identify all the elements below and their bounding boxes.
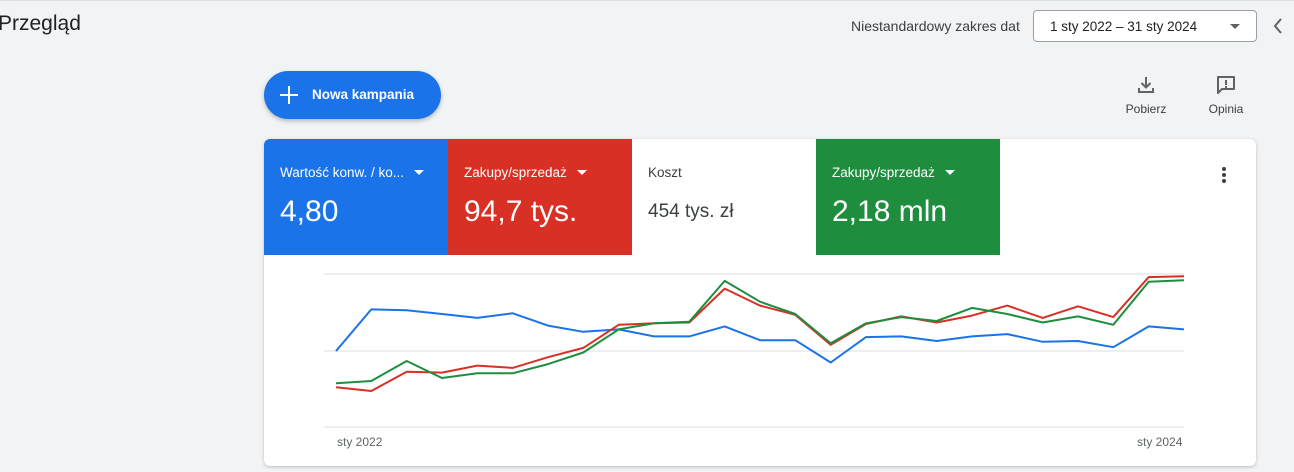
date-range-label: Niestandardowy zakres dat (851, 18, 1020, 34)
new-campaign-button[interactable]: Nowa kampania (264, 71, 441, 119)
new-campaign-label: Nowa kampania (312, 87, 415, 102)
feedback-label: Opinia (1208, 102, 1244, 116)
series-line-0 (335, 308, 1185, 364)
scorecard-value: 94,7 tys. (464, 195, 578, 228)
more-options-button[interactable] (1214, 163, 1234, 187)
page-title: Przegląd (0, 12, 81, 35)
scorecard-purchases-sales-value[interactable]: Zakupy/sprzedaż 2,18 mln (816, 139, 1000, 255)
x-axis-start-label: sty 2022 (337, 435, 383, 449)
scorecard-label: Zakupy/sprzedaż (832, 165, 955, 180)
scorecard-label: Zakupy/sprzedaż (464, 165, 587, 180)
collapse-panel-button[interactable] (1268, 14, 1288, 38)
scorecard-value: 4,80 (280, 195, 339, 228)
scorecard-cost[interactable]: Koszt 454 tys. zł (632, 139, 816, 255)
scorecard-label: Wartość konw. / ko... (280, 165, 425, 180)
more-vert-dot (1222, 179, 1226, 183)
dropdown-arrow-icon (414, 170, 425, 175)
feedback-icon (1217, 76, 1235, 94)
download-icon (1138, 77, 1154, 93)
overview-chart-card: Wartość konw. / ko... 4,80 Zakupy/sprzed… (264, 139, 1256, 466)
series-line-2 (335, 279, 1185, 385)
x-axis-end-label: sty 2024 (1137, 435, 1183, 449)
top-divider (0, 0, 1294, 1)
chevron-down-icon (1230, 24, 1240, 29)
scorecard-conv-value-per-cost[interactable]: Wartość konw. / ko... 4,80 (264, 139, 448, 255)
dropdown-arrow-icon (576, 170, 587, 175)
download-label: Pobierz (1125, 102, 1167, 116)
more-vert-dot (1222, 167, 1226, 171)
scorecard-label-text: Koszt (648, 165, 682, 180)
more-vert-dot (1222, 173, 1226, 177)
chevron-left-icon (1273, 18, 1282, 34)
scorecard-label-text: Wartość konw. / ko... (280, 165, 405, 180)
date-range-selector[interactable]: 1 sty 2022 – 31 sty 2024 (1033, 10, 1257, 42)
series-line-1 (335, 275, 1185, 392)
scorecard-purchases-sales[interactable]: Zakupy/sprzedaż 94,7 tys. (448, 139, 632, 255)
scorecard-label-text: Zakupy/sprzedaż (832, 165, 935, 180)
line-chart (324, 273, 1185, 428)
date-range-value: 1 sty 2022 – 31 sty 2024 (1050, 18, 1198, 34)
scorecard-value: 454 tys. zł (648, 201, 734, 222)
scorecard-label-text: Zakupy/sprzedaż (464, 165, 567, 180)
dropdown-arrow-icon (944, 170, 955, 175)
feedback-button[interactable]: Opinia (1196, 74, 1256, 116)
plus-icon (279, 85, 299, 105)
scorecard-label: Koszt (648, 165, 682, 180)
download-button[interactable]: Pobierz (1116, 74, 1176, 116)
scorecard-value: 2,18 mln (832, 195, 948, 228)
